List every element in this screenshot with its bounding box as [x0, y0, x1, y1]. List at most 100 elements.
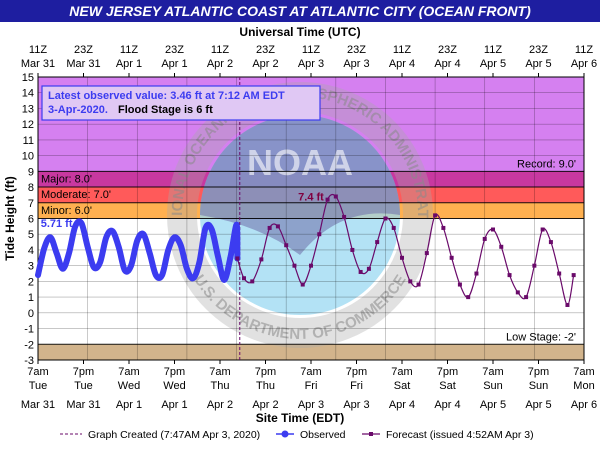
- bottom-tick-date: Apr 5: [525, 399, 551, 411]
- top-tick-label: 11Z: [29, 44, 47, 56]
- bottom-tick-day: Thu: [211, 380, 230, 392]
- forecast-point: [309, 263, 313, 268]
- bottom-tick-time: 7am: [209, 366, 230, 378]
- legend-forecast-label: Forecast (issued 4:52AM Apr 3): [386, 429, 534, 441]
- bottom-tick-date: Apr 4: [434, 399, 460, 411]
- y-tick-label: 14: [22, 88, 34, 100]
- latest-observed-box: [41, 85, 321, 121]
- observed-point: [221, 276, 228, 283]
- forecast-point: [342, 214, 347, 219]
- y-tick-label: 2: [28, 276, 34, 288]
- forecast-point: [548, 240, 553, 245]
- forecast-point: [507, 273, 512, 278]
- bottom-tick-day: Mon: [573, 380, 594, 392]
- y-tick-label: 0: [28, 308, 34, 320]
- top-tick-date: Apr 3: [343, 58, 369, 70]
- y-tick-label: 12: [22, 119, 34, 131]
- forecast-point: [474, 271, 479, 276]
- forecast-point: [540, 227, 545, 232]
- bottom-tick-time: 7pm: [164, 366, 185, 378]
- bottom-tick-day: Fri: [350, 380, 363, 392]
- forecast-point: [325, 197, 330, 202]
- bottom-axis-title: Site Time (EDT): [256, 411, 344, 425]
- forecast-point: [449, 255, 454, 260]
- bottom-tick-day: Wed: [118, 380, 140, 392]
- forecast-point: [571, 273, 576, 278]
- forecast-point: [267, 225, 272, 230]
- top-tick-label: 11Z: [575, 44, 593, 56]
- stage-label-low: Low Stage: -2': [506, 331, 576, 343]
- top-tick-label: 23Z: [256, 44, 275, 56]
- forecast-point: [499, 244, 504, 249]
- top-tick-date: Apr 1: [116, 58, 142, 70]
- forecast-point: [317, 232, 322, 237]
- legend-observed-label: Observed: [300, 429, 346, 441]
- bottom-tick-day: Sat: [394, 380, 411, 392]
- noaa-watermark-bird: [200, 115, 400, 255]
- observed-point: [227, 254, 234, 261]
- forecast-point: [300, 282, 305, 287]
- top-axis-title: Universal Time (UTC): [239, 25, 360, 39]
- top-tick-date: Apr 2: [252, 58, 278, 70]
- forecast-point: [375, 240, 380, 245]
- top-tick-label: 11Z: [120, 44, 138, 56]
- forecast-point: [557, 271, 562, 276]
- top-tick-label: 11Z: [393, 44, 411, 56]
- peak-annotation: 5.71 ft: [41, 218, 73, 230]
- top-tick-label: 23Z: [438, 44, 457, 56]
- bottom-tick-time: 7am: [27, 366, 48, 378]
- forecast-point: [366, 266, 371, 271]
- stage-label-minor: Minor: 6.0': [41, 205, 92, 217]
- flood-stage-text: Flood Stage is 6 ft: [118, 104, 213, 116]
- bottom-tick-day: Sat: [439, 380, 456, 392]
- observed-point: [233, 221, 240, 228]
- y-tick-label: 13: [22, 103, 34, 115]
- bottom-tick-day: Sun: [483, 380, 503, 392]
- forecast-point: [400, 255, 404, 260]
- forecast-point: [235, 256, 240, 261]
- y-tick-label: 9: [28, 166, 34, 178]
- y-tick-label: 8: [28, 182, 34, 194]
- top-tick-label: 11Z: [302, 44, 320, 56]
- bottom-tick-time: 7pm: [73, 366, 94, 378]
- forecast-point: [408, 279, 413, 284]
- top-tick-label: 23Z: [165, 44, 184, 56]
- bottom-tick-date: Apr 6: [571, 399, 597, 411]
- bottom-tick-day: Sun: [529, 380, 549, 392]
- top-tick-label: 23Z: [347, 44, 366, 56]
- forecast-point: [350, 247, 355, 252]
- bottom-tick-time: 7am: [482, 366, 503, 378]
- bottom-tick-day: Fri: [305, 380, 318, 392]
- forecast-point: [565, 302, 570, 307]
- forecast-point: [275, 224, 280, 229]
- chart-title-banner: NEW JERSEY ATLANTIC COAST AT ATLANTIC CI…: [0, 0, 600, 22]
- bottom-tick-time: 7pm: [255, 366, 276, 378]
- bottom-tick-date: Apr 3: [343, 399, 369, 411]
- peak-annotation: 7.4 ft: [298, 191, 324, 203]
- bottom-tick-day: Wed: [163, 380, 185, 392]
- bottom-tick-date: Apr 1: [116, 399, 142, 411]
- forecast-point: [250, 279, 255, 284]
- top-tick-date: Apr 4: [434, 58, 460, 70]
- bottom-tick-date: Mar 31: [66, 399, 100, 411]
- stage-label-record: Record: 9.0': [517, 158, 576, 170]
- bottom-tick-time: 7am: [300, 366, 321, 378]
- forecast-point: [466, 295, 471, 300]
- top-tick-label: 23Z: [74, 44, 93, 56]
- top-tick-date: Apr 3: [298, 58, 324, 70]
- forecast-point: [524, 295, 529, 300]
- bottom-tick-date: Apr 4: [389, 399, 415, 411]
- forecast-point: [383, 216, 388, 221]
- forecast-point: [457, 282, 462, 287]
- observed-series-line: [35, 218, 241, 283]
- forecast-point: [416, 282, 421, 287]
- forecast-point: [241, 276, 246, 281]
- bottom-tick-day: Tue: [29, 380, 48, 392]
- bottom-tick-time: 7am: [573, 366, 594, 378]
- top-tick-date: Mar 31: [66, 58, 100, 70]
- bottom-tick-time: 7am: [118, 366, 139, 378]
- top-tick-date: Mar 31: [21, 58, 55, 70]
- top-tick-date: Apr 2: [207, 58, 233, 70]
- y-tick-label: 15: [22, 72, 34, 84]
